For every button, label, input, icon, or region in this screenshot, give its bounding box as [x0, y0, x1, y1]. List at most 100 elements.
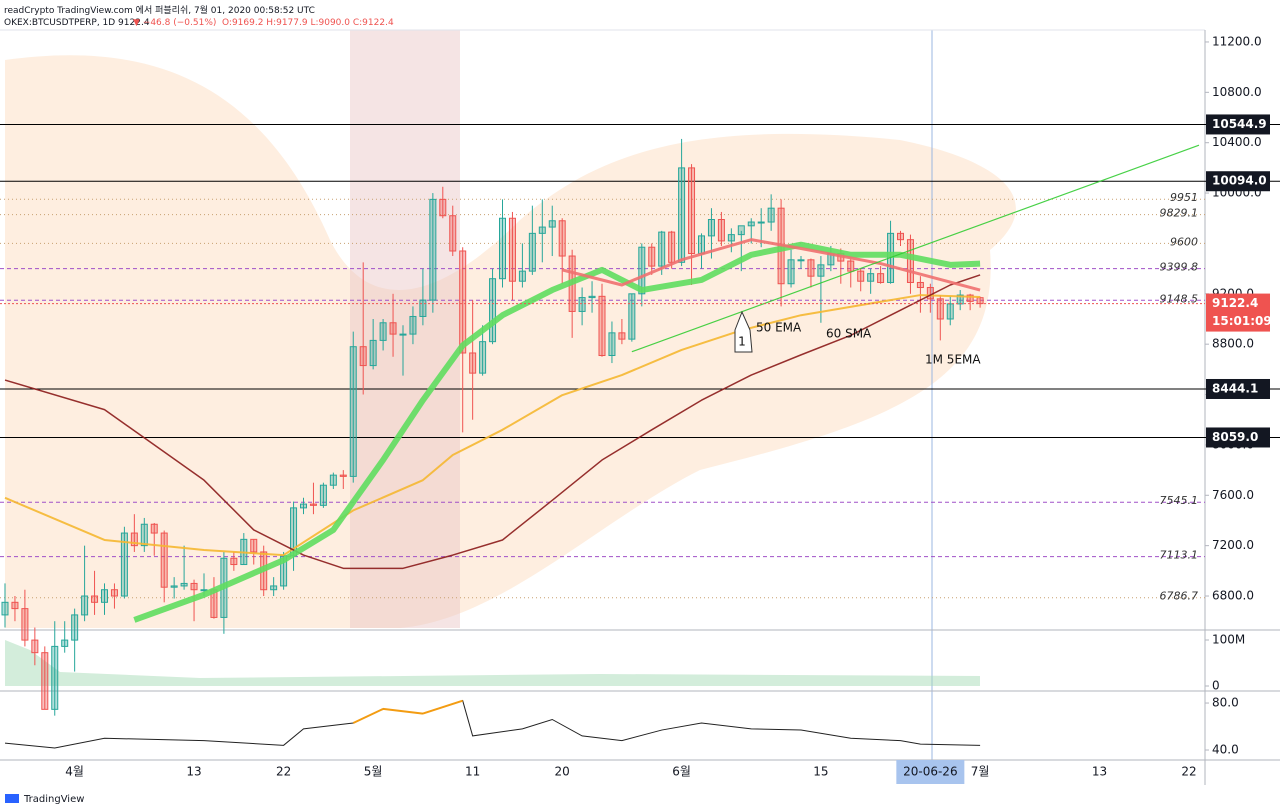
candle-body	[419, 299, 427, 317]
candle-body	[648, 246, 656, 267]
bollinger-band	[5, 55, 1016, 628]
countdown: 15:01:09	[1212, 314, 1272, 328]
candle-body	[190, 582, 198, 591]
candle-body	[250, 538, 258, 553]
indicator-line	[133, 241, 981, 623]
level-label: 9399.8	[1160, 261, 1199, 274]
y-tick-label: 10800.0	[1212, 85, 1262, 99]
x-tick-label: 22	[276, 765, 291, 779]
candle-body	[459, 250, 467, 354]
candle-body	[867, 273, 875, 282]
candle-body	[717, 219, 725, 242]
candle-body	[479, 341, 487, 374]
candle-body	[489, 278, 497, 343]
level-label: 8059.0	[1212, 430, 1258, 444]
candle-body	[349, 346, 357, 477]
indicator-line	[4, 274, 981, 570]
x-tick-label: 20	[555, 765, 570, 779]
candle-body	[41, 652, 49, 710]
annotation: 60 SMA	[826, 327, 872, 341]
candle-body	[707, 219, 715, 237]
y-tick-label: 6800.0	[1212, 589, 1254, 603]
rsi-hot-segment	[382, 707, 424, 715]
y-tick-label: 7600.0	[1212, 488, 1254, 502]
candle-body	[379, 322, 387, 341]
level-label: 7113.1	[1160, 549, 1199, 562]
candle-body	[668, 231, 676, 263]
candle-body	[906, 239, 914, 283]
candle-body	[747, 221, 755, 227]
level-label: 9600	[1170, 235, 1198, 248]
x-tick-label: 11	[465, 765, 480, 779]
volume-tick-label: 100M	[1212, 633, 1245, 647]
candle-body	[966, 294, 974, 302]
level-label: 9829.1	[1160, 207, 1199, 220]
last-price: 9122.4	[1212, 296, 1258, 310]
candle-body	[319, 484, 327, 506]
candle-body	[658, 231, 666, 267]
level-label: 10094.0	[1212, 174, 1267, 188]
candle-body	[936, 298, 944, 320]
rsi-line	[4, 700, 981, 749]
header-title: readCrypto TradingView.com 에서 퍼블리쉬, 7월 0…	[4, 4, 315, 16]
candle-body	[817, 264, 825, 277]
candle-body	[737, 225, 745, 236]
candle-body	[797, 259, 805, 262]
x-tick-label: 13	[1092, 765, 1107, 779]
level-label: 7545.1	[1160, 494, 1199, 507]
candle-body	[548, 220, 556, 228]
candle-body	[757, 221, 765, 224]
candle-body	[329, 474, 337, 486]
candle-body	[21, 608, 29, 641]
x-tick-label: 22	[1181, 765, 1196, 779]
candle-body	[618, 332, 626, 340]
header-ohlc: O:9169.2 H:9177.9 L:9090.0 C:9122.4	[222, 18, 394, 28]
candle-body	[150, 523, 158, 534]
candle-body	[976, 297, 984, 305]
candle-body	[339, 474, 347, 477]
level-label: 9951	[1170, 191, 1198, 204]
crosshair-date-box	[896, 760, 965, 784]
candle-body	[71, 614, 79, 641]
header-change: ▼ −46.8 (−0.51%)	[133, 18, 216, 28]
rsi-tick-label: 80.0	[1212, 696, 1239, 710]
level-label-box	[1206, 114, 1270, 135]
highlight-range	[350, 30, 460, 628]
volume-area	[5, 640, 980, 686]
candle-body	[389, 322, 397, 335]
candle-body	[847, 260, 855, 272]
candle-body	[140, 523, 148, 547]
candle-body	[538, 226, 546, 234]
header-symbol: OKEX:BTCUSDTPERP, 1D 9122.4	[4, 18, 150, 28]
x-tick-label: 5월	[364, 765, 383, 779]
candle-body	[309, 503, 317, 506]
candle-body	[1, 601, 9, 616]
candle-body	[877, 273, 885, 283]
candle-body	[449, 215, 457, 252]
y-tick-label: 10400.0	[1212, 135, 1262, 149]
footer-logo: TradingView	[23, 794, 84, 805]
candle-body	[110, 589, 118, 597]
candle-body	[608, 332, 616, 357]
level-label-box	[1206, 427, 1270, 448]
candle-body	[638, 246, 646, 295]
annotation: 50 EMA	[756, 321, 802, 335]
candle-body	[499, 217, 506, 280]
candle-body	[180, 582, 188, 587]
candle-body	[101, 589, 108, 603]
candle-body	[916, 281, 924, 289]
candle-body	[170, 585, 178, 588]
candle-body	[300, 503, 307, 509]
level-label: 10544.9	[1212, 117, 1267, 131]
rsi-tick-label: 40.0	[1212, 743, 1239, 757]
candle-body	[688, 167, 696, 255]
candle-body	[767, 207, 775, 223]
candle-body	[946, 303, 954, 320]
candle-body	[120, 532, 128, 597]
level-label: 6786.7	[1160, 590, 1199, 603]
candle-body	[807, 259, 815, 277]
candle-body	[518, 270, 526, 282]
level-label: 9148.5	[1160, 292, 1199, 305]
y-tick-label: 8800.0	[1212, 337, 1254, 351]
level-label-box	[1206, 378, 1270, 399]
